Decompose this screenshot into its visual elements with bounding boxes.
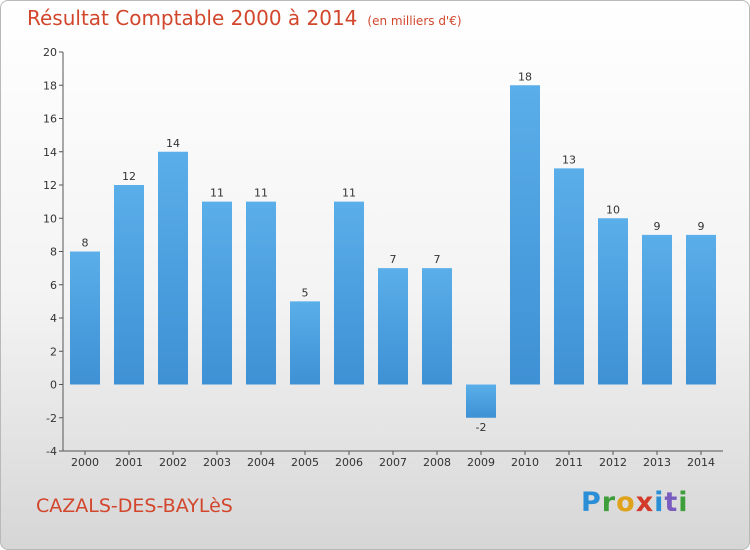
y-tick-label: 8 — [50, 246, 57, 259]
data-label: 7 — [390, 253, 397, 266]
data-label: 11 — [254, 187, 268, 200]
logo-letter: x — [635, 487, 655, 518]
logo-letter: i — [678, 487, 689, 518]
bar — [158, 151, 188, 385]
data-label: 7 — [434, 253, 441, 266]
bar — [70, 251, 100, 385]
y-tick-label: -4 — [46, 445, 57, 458]
y-tick-label: 12 — [43, 179, 57, 192]
proxiti-logo: Proxiti — [581, 487, 689, 518]
bar — [466, 384, 496, 418]
x-tick-label: 2009 — [467, 456, 495, 469]
y-tick-label: 14 — [43, 146, 57, 159]
x-tick-label: 2010 — [511, 456, 539, 469]
x-tick-label: 2012 — [599, 456, 627, 469]
data-label: 14 — [166, 137, 180, 150]
data-label: 5 — [302, 286, 309, 299]
data-label: 11 — [342, 187, 356, 200]
y-tick-label: 10 — [43, 212, 57, 225]
bar — [114, 185, 144, 385]
bar — [554, 168, 584, 385]
x-tick-label: 2005 — [291, 456, 319, 469]
bar — [510, 85, 540, 385]
x-tick-label: 2006 — [335, 456, 363, 469]
bar — [290, 301, 320, 385]
x-tick-label: 2000 — [71, 456, 99, 469]
x-tick-label: 2003 — [203, 456, 231, 469]
x-tick-label: 2004 — [247, 456, 275, 469]
y-tick-label: -2 — [46, 412, 57, 425]
data-label: 10 — [606, 203, 620, 216]
y-tick-label: 16 — [43, 113, 57, 126]
bar — [642, 234, 672, 385]
bar — [334, 201, 364, 385]
data-label: 11 — [210, 187, 224, 200]
data-label: -2 — [476, 421, 487, 434]
x-tick-label: 2011 — [555, 456, 583, 469]
bar — [378, 268, 408, 385]
logo-letter: t — [664, 487, 679, 518]
y-tick-label: 20 — [43, 46, 57, 59]
y-tick-label: 6 — [50, 279, 57, 292]
logo-letter: r — [601, 487, 617, 518]
x-tick-label: 2007 — [379, 456, 407, 469]
y-tick-label: 4 — [50, 312, 57, 325]
bar — [202, 201, 232, 385]
chart-title: Résultat Comptable 2000 à 2014 (en millie… — [27, 6, 462, 30]
title-unit: (en milliers d'€) — [367, 14, 462, 28]
bar — [246, 201, 276, 385]
x-tick-label: 2002 — [159, 456, 187, 469]
x-tick-label: 2014 — [687, 456, 715, 469]
x-tick-label: 2013 — [643, 456, 671, 469]
data-label: 12 — [122, 170, 136, 183]
bar — [686, 234, 716, 385]
data-label: 13 — [562, 153, 576, 166]
y-tick-label: 0 — [50, 379, 57, 392]
data-label: 9 — [698, 220, 705, 233]
logo-letter: P — [581, 487, 602, 518]
logo-letter: o — [616, 487, 636, 518]
title-text: Résultat Comptable 2000 à 2014 — [27, 6, 358, 30]
commune-name: CAZALS-DES-BAYLèS — [36, 495, 233, 517]
data-label: 8 — [82, 237, 89, 250]
y-tick-label: 2 — [50, 345, 57, 358]
bar — [422, 268, 452, 385]
x-tick-label: 2001 — [115, 456, 143, 469]
data-label: 9 — [654, 220, 661, 233]
bar — [598, 218, 628, 385]
y-tick-label: 18 — [43, 79, 57, 92]
data-label: 18 — [518, 70, 532, 83]
x-tick-label: 2008 — [423, 456, 451, 469]
logo-letter: i — [654, 487, 665, 518]
